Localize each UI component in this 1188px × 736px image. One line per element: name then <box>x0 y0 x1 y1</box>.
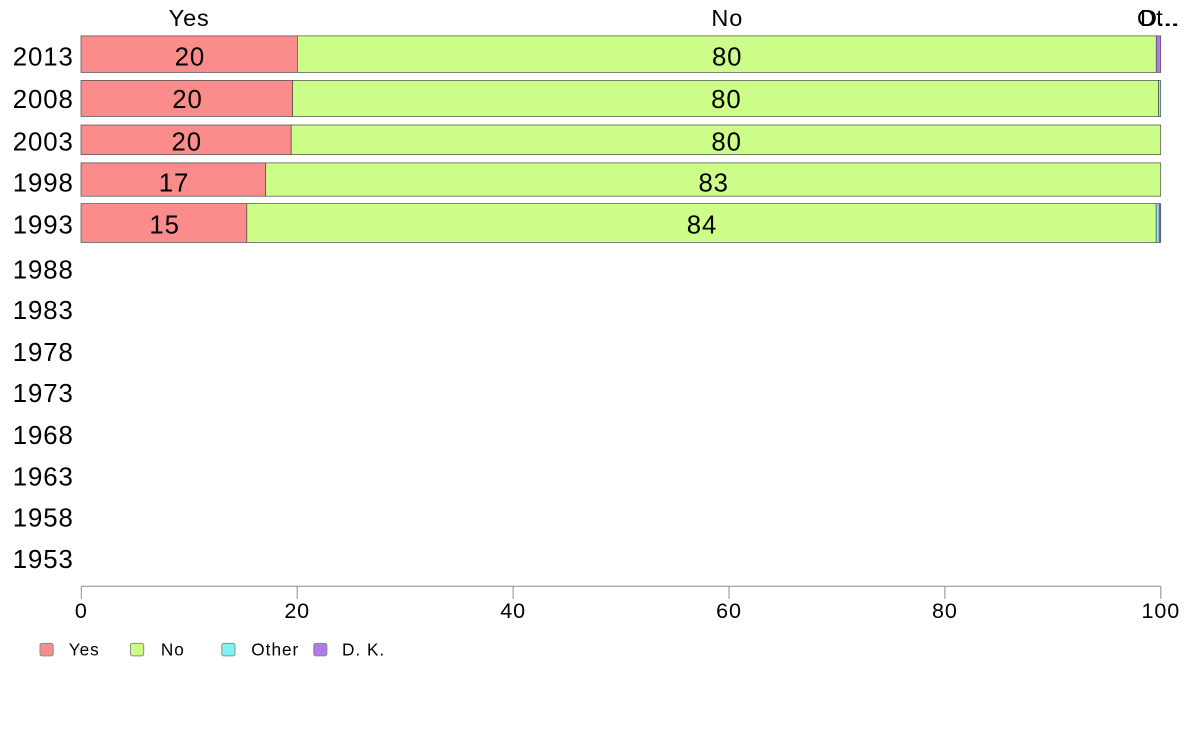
svg-text:Ot..: Ot.. <box>1137 5 1178 31</box>
svg-text:15: 15 <box>149 211 180 239</box>
svg-text:1958: 1958 <box>13 505 74 533</box>
svg-text:No: No <box>161 640 185 660</box>
svg-text:83: 83 <box>698 170 729 198</box>
svg-text:17: 17 <box>159 170 190 198</box>
svg-text:D. K.: D. K. <box>342 640 385 660</box>
svg-text:1963: 1963 <box>13 463 74 491</box>
svg-text:84: 84 <box>687 211 718 239</box>
svg-text:Yes: Yes <box>169 5 210 31</box>
svg-text:2008: 2008 <box>13 86 74 114</box>
svg-text:1953: 1953 <box>13 546 74 574</box>
svg-text:1978: 1978 <box>13 339 74 367</box>
svg-text:1968: 1968 <box>13 422 74 450</box>
svg-text:Yes: Yes <box>69 640 100 660</box>
svg-text:20: 20 <box>284 599 310 623</box>
svg-text:20: 20 <box>175 44 206 72</box>
svg-text:1988: 1988 <box>13 257 74 285</box>
svg-text:1983: 1983 <box>13 297 74 325</box>
svg-text:80: 80 <box>711 86 742 114</box>
svg-text:0: 0 <box>75 599 88 623</box>
svg-text:1993: 1993 <box>13 211 74 239</box>
svg-text:20: 20 <box>172 86 203 114</box>
svg-text:2013: 2013 <box>13 44 74 72</box>
svg-text:1973: 1973 <box>13 380 74 408</box>
svg-text:100: 100 <box>1142 599 1181 623</box>
svg-text:Other: Other <box>251 640 299 660</box>
svg-text:2003: 2003 <box>13 129 74 157</box>
svg-text:D...: D... <box>1140 5 1180 31</box>
svg-text:80: 80 <box>711 129 742 157</box>
svg-text:20: 20 <box>172 129 203 157</box>
svg-text:1998: 1998 <box>13 170 74 198</box>
svg-text:80: 80 <box>712 44 743 72</box>
svg-text:No: No <box>711 5 743 31</box>
svg-text:80: 80 <box>932 599 958 623</box>
svg-text:60: 60 <box>716 599 742 623</box>
svg-text:40: 40 <box>500 599 526 623</box>
